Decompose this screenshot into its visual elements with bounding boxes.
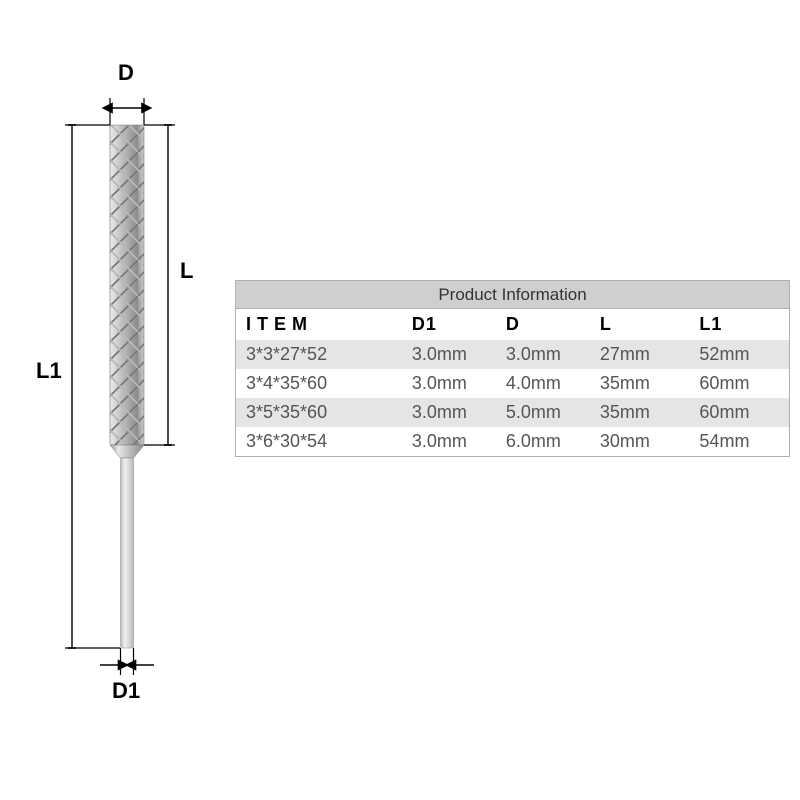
page: D L L1 D1 Product Information ITEM D1 D … (0, 0, 800, 800)
table-row: 3*6*30*54 3.0mm 6.0mm 30mm 54mm (236, 427, 789, 456)
label-L1: L1 (36, 358, 62, 384)
col-d1: D1 (402, 309, 496, 340)
cell-l1: 52mm (689, 340, 789, 369)
cell-l1: 60mm (689, 369, 789, 398)
cell-l: 35mm (590, 398, 690, 427)
label-L: L (180, 258, 193, 284)
col-d: D (496, 309, 590, 340)
table-title: Product Information (236, 281, 789, 309)
burr-chamfer (110, 445, 144, 458)
tool-diagram: D L L1 D1 (30, 80, 230, 680)
label-D1: D1 (112, 678, 140, 704)
cell-item: 3*3*27*52 (236, 340, 402, 369)
cell-d1: 3.0mm (402, 340, 496, 369)
table-header-row: ITEM D1 D L L1 (236, 309, 789, 340)
cell-d: 6.0mm (496, 427, 590, 456)
table-row: 3*5*35*60 3.0mm 5.0mm 35mm 60mm (236, 398, 789, 427)
table-row: 3*4*35*60 3.0mm 4.0mm 35mm 60mm (236, 369, 789, 398)
spec-table: ITEM D1 D L L1 3*3*27*52 3.0mm 3.0mm 27m… (236, 309, 789, 456)
cell-l1: 54mm (689, 427, 789, 456)
col-item: ITEM (236, 309, 402, 340)
spec-table-container: Product Information ITEM D1 D L L1 3*3*2… (235, 280, 790, 457)
cell-d1: 3.0mm (402, 398, 496, 427)
col-l: L (590, 309, 690, 340)
shank (121, 458, 134, 648)
cell-item: 3*6*30*54 (236, 427, 402, 456)
label-D: D (118, 60, 134, 86)
cell-d: 4.0mm (496, 369, 590, 398)
cell-d1: 3.0mm (402, 369, 496, 398)
cell-d1: 3.0mm (402, 427, 496, 456)
cell-l: 30mm (590, 427, 690, 456)
cell-l: 35mm (590, 369, 690, 398)
cell-item: 3*5*35*60 (236, 398, 402, 427)
cell-l: 27mm (590, 340, 690, 369)
burr-body (110, 125, 144, 445)
cell-item: 3*4*35*60 (236, 369, 402, 398)
table-row: 3*3*27*52 3.0mm 3.0mm 27mm 52mm (236, 340, 789, 369)
cell-d: 3.0mm (496, 340, 590, 369)
cell-l1: 60mm (689, 398, 789, 427)
cell-d: 5.0mm (496, 398, 590, 427)
col-l1: L1 (689, 309, 789, 340)
